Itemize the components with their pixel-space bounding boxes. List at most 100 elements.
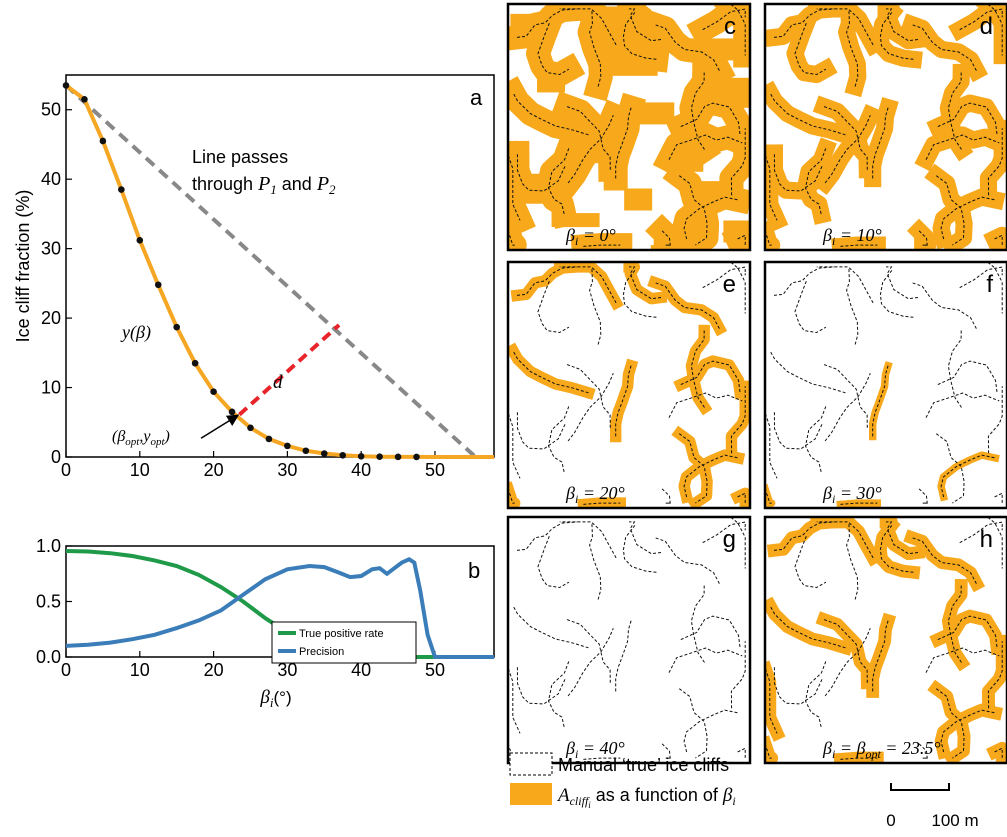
manual-cliff-outline [547,148,570,215]
b-xtick-label: 30 [277,660,297,680]
a-xtick-label: 0 [61,460,71,480]
manual-cliff-outline [629,521,662,555]
manual-cliff-outline [668,647,743,673]
cliff-area-blob [510,13,549,44]
manual-cliff-outline [547,406,570,473]
map-frame [763,260,1007,510]
manual-cliff-outline [911,24,977,71]
cliff-area [986,741,1007,763]
manual-cliff-outline [589,9,602,87]
manual-cliff-outline [918,230,928,246]
map-content [765,262,1007,508]
b-xtick-label: 20 [204,660,224,680]
manual-cliff-outline [516,665,566,705]
manual-cliff-outline [683,709,739,753]
curve-marker [210,388,217,396]
map-content [508,4,750,250]
manual-cliff-outline [547,661,570,728]
manual-cliff-outline [668,134,743,160]
manual-cliff-outline [567,115,614,184]
map-background [508,517,750,763]
curve-marker [265,435,273,443]
manual-cliff-outline [804,661,827,728]
manual-cliff-outline [690,330,705,408]
a-ytick-label: 40 [41,169,61,189]
curve-marker [81,96,88,103]
map-caption: βi = 40° [565,738,625,761]
manual-cliff-outline [940,196,996,240]
caption-rest: = 30° [835,483,881,503]
caption-beta: β [565,738,575,758]
cliff-area-blob [566,109,595,140]
manual-cliff-outline [794,536,827,589]
map-frame [763,515,1007,765]
a-xtick-label: 10 [130,460,150,480]
manual-cliff-outline [654,537,720,584]
curve-marker [284,442,291,450]
manual-cliff-label: Manual ‘true’ ice cliffs [558,755,729,775]
manual-cliff-outline [516,266,578,296]
manual-cliff-outline [794,23,827,76]
manual-cliff-swatch [509,752,553,776]
manual-cliff-outline [816,8,874,46]
manual-cliff-outline [690,72,705,150]
caption-beta: β [565,483,575,503]
manual-cliff-outline [668,392,743,418]
cliff-area-blob [708,77,750,108]
manual-cliff-outline [559,521,617,559]
curve-marker [191,359,199,367]
manual-cliff-outline [730,128,746,196]
cliff-area-label: Acliffi as a function of βi [556,785,736,810]
a-ytick-label: 10 [41,378,61,398]
manual-cliff-outline [702,266,746,289]
manual-cliff-outline [589,522,602,600]
manual-cliff-outline [886,8,919,42]
cliff-area-blob [723,220,750,243]
map-panel-h: h βi = βopt = 23.5° [763,515,1007,765]
map-caption: βi = 20° [565,483,625,506]
map-content [508,517,750,763]
caption-rest: = 20° [578,483,624,503]
map-frame [763,2,1007,252]
manual-cliff-outline [680,615,741,649]
curve-marker [228,408,236,416]
manual-cliff-outline [987,386,1003,454]
manual-cliff-outline [567,628,614,697]
map-content [508,262,750,508]
manual-cliff-outline [615,365,632,437]
caption-sub: i [575,492,578,506]
manual-cliff-outline [769,92,846,136]
map-label-d: d [980,13,993,40]
b-xtick-label: 40 [351,660,371,680]
caption-rest: = 0° [578,225,615,245]
a-xtick-label: 30 [277,460,297,480]
caption-tail: = 23.5° [881,738,941,758]
panel-b: 0 10 20 30 40 50 0.0 0.5 1.0 b True positive rat… [36,536,495,710]
manual-cliff-outline [773,665,823,705]
manual-cliff-outline [566,619,611,683]
cliff-area-blob [737,117,750,132]
manual-cliff-outline [765,743,772,759]
legend-box [271,621,417,664]
caption-rest: = 10° [835,225,881,245]
cliff-area-blob [650,245,709,250]
manual-cliff-outline [769,605,846,649]
manual-cliff-outline [804,148,827,215]
manual-cliff-outline [516,8,578,38]
cliff-area-blob [595,149,624,164]
caption-sub: i [832,747,835,761]
manual-cliff-outline [872,620,889,692]
legend-tpr-label: True positive rate [299,628,384,640]
manual-cliff-outline [508,413,521,479]
manual-cliff-outline [918,743,928,759]
map-panel-c: c βi = 0° [506,2,752,252]
manual-cliff-outline [583,244,621,247]
manual-cliff-outline [737,747,746,759]
manual-cliff-outline [654,24,720,71]
manual-cliff-outline [994,747,1003,759]
manual-cliff-outline [730,641,746,709]
panel-b-legend: True positive rate Precision [271,621,417,664]
b-ytick-label: 0.5 [36,592,61,612]
manual-cliff-outline [679,433,708,504]
manual-cliff-outline [840,502,878,505]
